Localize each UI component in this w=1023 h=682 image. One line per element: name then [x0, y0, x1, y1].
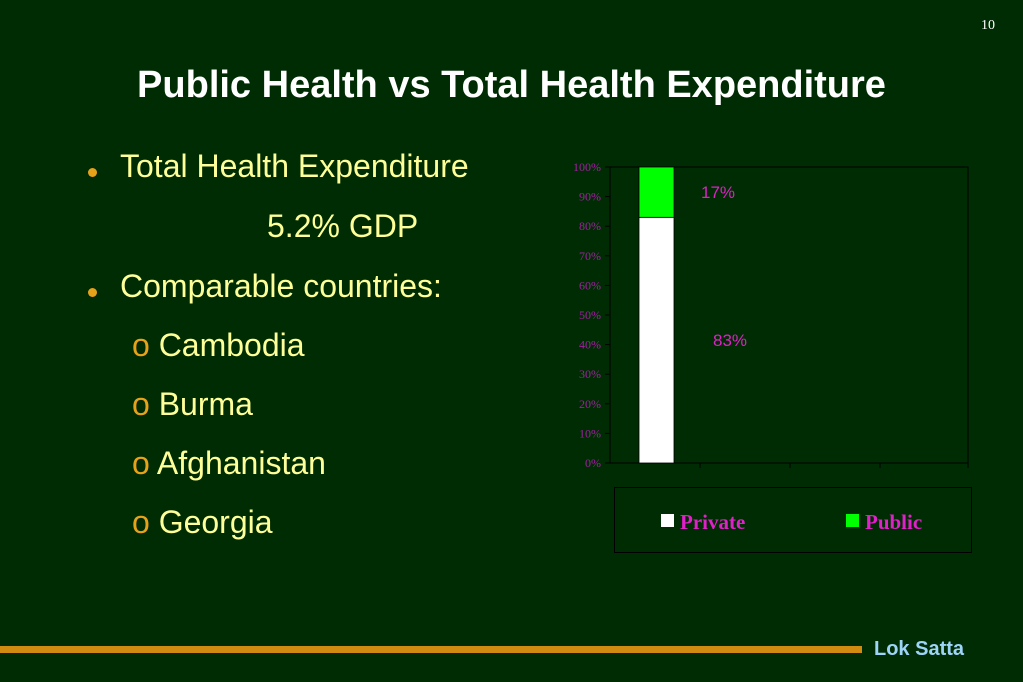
country-name: Burma: [158, 386, 253, 422]
bullet-total-expenditure: Total Health Expenditure: [120, 148, 469, 184]
sub-bullet-marker-icon: o: [132, 504, 150, 540]
sub-item-georgia: o Georgia: [132, 504, 273, 541]
legend-label-public: Public: [865, 510, 923, 534]
sub-item-cambodia: o Cambodia: [132, 327, 305, 364]
sub-bullet-marker-icon: o: [132, 327, 150, 363]
chart-legend: Private Public: [614, 487, 972, 553]
sub-bullet-marker-icon: o: [132, 445, 150, 481]
footer-brand: Lok Satta: [874, 638, 965, 660]
data-label-public: 17%: [701, 183, 735, 202]
sub-item-afghanistan: o Afghanistan: [132, 445, 326, 482]
bar-segment-public: [638, 166, 675, 218]
bullet-dot-icon: [88, 168, 97, 177]
y-tick-label: 20%: [579, 397, 601, 411]
country-name: Georgia: [158, 504, 273, 540]
y-tick-label: 60%: [579, 278, 601, 292]
bullet-dot-icon: [88, 288, 97, 297]
y-tick-label: 50%: [579, 308, 601, 322]
y-tick-label: 80%: [579, 219, 601, 233]
y-tick-label: 0%: [585, 456, 601, 470]
legend-item-private: Private: [661, 510, 745, 535]
country-name: Afghanistan: [156, 445, 326, 481]
sub-bullet-marker-icon: o: [132, 386, 150, 422]
footer-divider: [0, 646, 862, 653]
slide-title: Public Health vs Total Health Expenditur…: [137, 64, 886, 106]
bar-segment-private: [638, 216, 675, 464]
y-tick-label: 30%: [579, 367, 601, 381]
legend-label-private: Private: [680, 510, 746, 534]
y-tick-label: 70%: [579, 249, 601, 263]
data-label-private: 83%: [713, 331, 747, 350]
y-tick-label: 10%: [579, 426, 601, 440]
legend-swatch-private: [661, 514, 674, 527]
y-tick-label: 90%: [579, 190, 601, 204]
sub-item-burma: o Burma: [132, 386, 253, 423]
chart-plot: 0% 10% 20% 30% 40% 50% 60% 70% 80% 90% 100% 83% 17%: [573, 160, 969, 470]
country-name: Cambodia: [158, 327, 305, 363]
slide-number: 10: [981, 18, 995, 33]
legend-swatch-public: [846, 514, 859, 527]
bullet-comparable-countries: Comparable countries:: [120, 268, 442, 304]
bullet-gdp-detail: 5.2% GDP: [267, 208, 419, 244]
legend-item-public: Public: [846, 510, 922, 535]
y-tick-label: 100%: [573, 160, 601, 174]
y-tick-label: 40%: [579, 338, 601, 352]
